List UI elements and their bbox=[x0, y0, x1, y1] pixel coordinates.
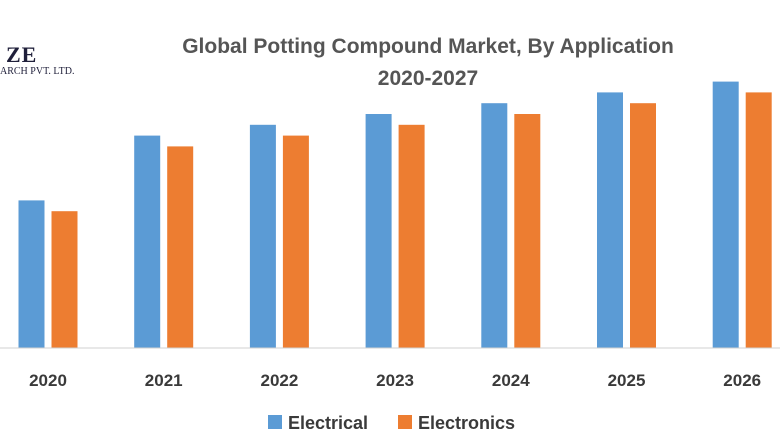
legend-swatch-electrical bbox=[268, 415, 282, 429]
x-tick-labels: 2020 2021 2022 2023 2024 2025 2026 bbox=[29, 371, 761, 390]
x-tick-2020: 2020 bbox=[29, 371, 67, 390]
bar-electronics-2025 bbox=[630, 103, 656, 348]
bars-group bbox=[18, 81, 772, 349]
bar-electrical-2026 bbox=[712, 81, 739, 348]
bar-electronics-2022 bbox=[282, 135, 309, 348]
legend-label-electronics: Electronics bbox=[418, 413, 515, 433]
x-tick-2023: 2023 bbox=[376, 371, 414, 390]
chart-subtitle: 2020-2027 bbox=[378, 67, 478, 90]
bar-electronics-2024 bbox=[514, 114, 541, 348]
bar-electronics-2021 bbox=[167, 146, 194, 348]
bar-electronics-2020 bbox=[51, 211, 78, 348]
bar-electrical-2020 bbox=[18, 200, 45, 348]
bar-electrical-2024 bbox=[481, 103, 508, 348]
bar-electrical-2025 bbox=[597, 92, 623, 349]
x-tick-2026: 2026 bbox=[723, 371, 761, 390]
logo-main-text: ZE bbox=[6, 42, 38, 67]
bar-electrical-2021 bbox=[134, 135, 161, 348]
legend-swatch-electronics bbox=[398, 415, 412, 429]
bar-electrical-2022 bbox=[249, 124, 276, 348]
x-tick-2024: 2024 bbox=[492, 371, 530, 390]
logo-sub-text: ARCH PVT. LTD. bbox=[0, 66, 75, 77]
x-tick-2022: 2022 bbox=[260, 371, 298, 390]
bar-electrical-2023 bbox=[365, 114, 392, 348]
chart-title: Global Potting Compound Market, By Appli… bbox=[182, 35, 674, 58]
x-tick-2025: 2025 bbox=[608, 371, 646, 390]
bar-electronics-2026 bbox=[745, 92, 772, 349]
legend-label-electrical: Electrical bbox=[288, 413, 368, 433]
bar-electronics-2023 bbox=[398, 124, 425, 348]
x-tick-2021: 2021 bbox=[145, 371, 183, 390]
legend: Electrical Electronics bbox=[268, 413, 515, 433]
